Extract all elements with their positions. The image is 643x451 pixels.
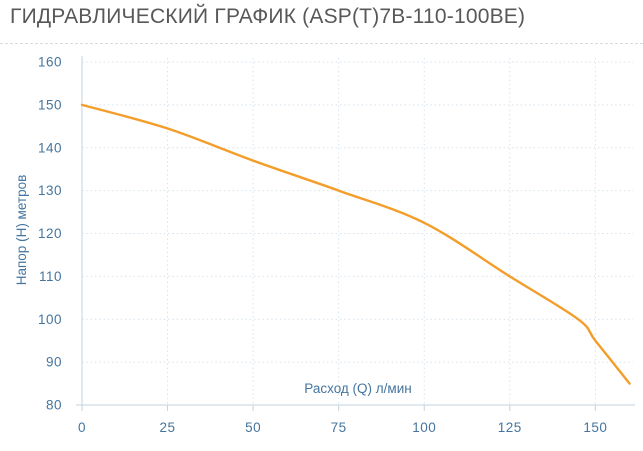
x-axis-title: Расход (Q) л/мин (304, 381, 411, 396)
x-tick-label: 100 (412, 420, 436, 435)
y-tick-label: 120 (38, 226, 62, 241)
y-tick-label: 90 (46, 355, 62, 370)
x-tick-label: 75 (331, 420, 347, 435)
y-tick-label: 110 (39, 269, 62, 284)
y-axis-title: Напор (H) метров (14, 175, 29, 286)
y-tick-label: 130 (38, 183, 62, 198)
y-tick-label: 80 (46, 398, 62, 413)
title-divider (0, 43, 643, 44)
y-tick-label: 150 (38, 97, 62, 112)
page-title: ГИДРАВЛИЧЕСКИЙ ГРАФИК (ASP(T)7B-110-100B… (10, 5, 526, 28)
x-tick-label: 25 (160, 420, 176, 435)
y-tick-label: 140 (38, 140, 62, 155)
y-tick-label: 160 (38, 55, 62, 70)
x-tick-label: 125 (498, 420, 522, 435)
x-tick-label: 0 (78, 420, 86, 435)
y-tick-label: 100 (38, 312, 62, 327)
x-tick-label: 50 (245, 420, 261, 435)
x-tick-label: 150 (583, 420, 607, 435)
pump-curve (80, 103, 631, 385)
